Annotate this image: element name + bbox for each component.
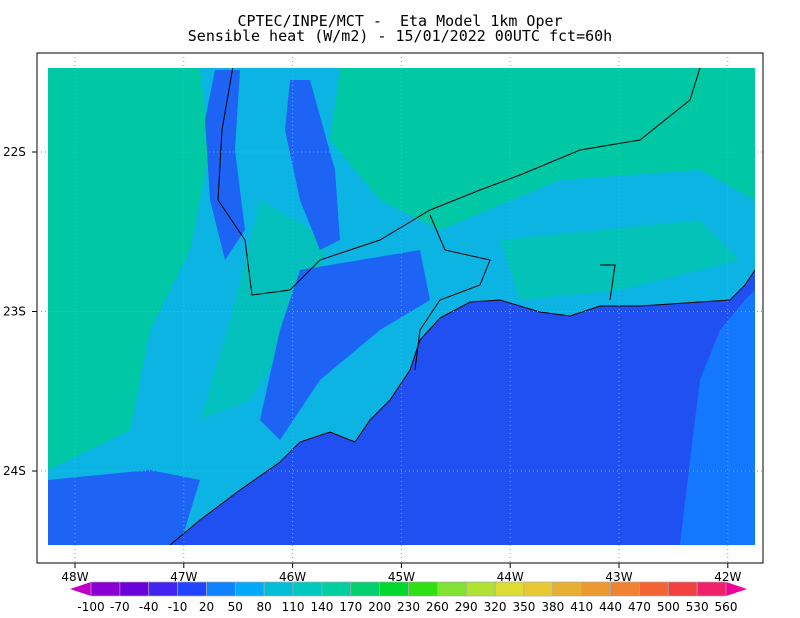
coastline bbox=[169, 269, 755, 545]
colorbar-label: 530 bbox=[686, 600, 709, 614]
colorbar-label: 110 bbox=[282, 600, 305, 614]
colorbar-label: 230 bbox=[397, 600, 420, 614]
colorbar-swatch bbox=[408, 581, 438, 597]
y-tick-label: 23S bbox=[3, 305, 26, 319]
gridlines bbox=[37, 53, 763, 563]
colorbar-label: -70 bbox=[110, 600, 130, 614]
colorbar-label: 20 bbox=[199, 600, 214, 614]
colorbar-label: 410 bbox=[570, 600, 593, 614]
colorbar-swatch bbox=[437, 581, 467, 597]
colorbar-swatch bbox=[610, 581, 640, 597]
x-tick-label: 46W bbox=[279, 570, 306, 584]
colorbar-swatch bbox=[119, 581, 150, 597]
colorbar-swatch bbox=[494, 581, 525, 597]
ocean-field bbox=[170, 270, 755, 545]
x-tick-label: 47W bbox=[170, 570, 197, 584]
colorbar-swatch bbox=[379, 581, 409, 597]
low-flux-valleys bbox=[48, 70, 430, 545]
colorbar-label: 170 bbox=[339, 600, 362, 614]
colorbar-label: 260 bbox=[426, 600, 449, 614]
colorbar-swatch bbox=[523, 581, 554, 597]
colorbar-label: 140 bbox=[310, 600, 333, 614]
offshore-field bbox=[680, 290, 755, 545]
colorbar-label: 290 bbox=[455, 600, 478, 614]
x-tick-label: 43W bbox=[605, 570, 632, 584]
colorbar-swatch bbox=[263, 581, 294, 597]
colorbar-label: 500 bbox=[657, 600, 680, 614]
colorbar-swatch bbox=[177, 581, 207, 597]
x-tick-label: 45W bbox=[388, 570, 415, 584]
colorbar-label: 320 bbox=[484, 600, 507, 614]
colorbar-label: 380 bbox=[541, 600, 564, 614]
y-axis: 22S 23S 24S bbox=[3, 145, 37, 478]
colorbar-label: -100 bbox=[77, 600, 104, 614]
colorbar-swatch bbox=[639, 581, 669, 597]
map-frame bbox=[36, 52, 764, 564]
colorbar-swatch bbox=[667, 581, 698, 597]
colorbar-label: 80 bbox=[257, 600, 272, 614]
x-tick-label: 42W bbox=[714, 570, 741, 584]
colorbar-swatch bbox=[234, 581, 265, 597]
colorbar-label: 200 bbox=[368, 600, 391, 614]
state-borders bbox=[217, 68, 701, 371]
x-axis: 48W 47W 46W 45W 44W 43W 42W bbox=[61, 563, 741, 584]
x-tick-label: 48W bbox=[61, 570, 88, 584]
colorbar-label: -40 bbox=[139, 600, 159, 614]
colorbar-swatch bbox=[292, 581, 323, 597]
colorbar-swatch bbox=[581, 581, 611, 597]
colorbar-swatch bbox=[148, 581, 178, 597]
title-line-1: CPTEC/INPE/MCT - Eta Model 1km Oper bbox=[237, 12, 563, 30]
colorbar-label: 470 bbox=[628, 600, 651, 614]
colorbar-swatch bbox=[321, 581, 352, 597]
colorbar-label: 350 bbox=[513, 600, 536, 614]
field bbox=[48, 68, 755, 545]
y-tick-label: 22S bbox=[3, 145, 26, 159]
colorbar-swatch bbox=[696, 581, 727, 597]
colorbar-swatch bbox=[465, 581, 496, 597]
y-tick-label: 24S bbox=[3, 464, 26, 478]
colorbar-label: 440 bbox=[599, 600, 622, 614]
colorbar: -100 -70 -40 -10 20 50 80 110 140 170 200 230 260 290… bbox=[70, 581, 747, 614]
colorbar-label: -10 bbox=[168, 600, 188, 614]
colorbar-over-triangle bbox=[726, 582, 747, 596]
colorbar-swatch bbox=[90, 581, 121, 597]
colorbar-label: 50 bbox=[228, 600, 243, 614]
title-line-2: Sensible heat (W/m2) - 15/01/2022 00UTC … bbox=[187, 27, 613, 45]
colorbar-label: 560 bbox=[715, 600, 738, 614]
colorbar-under-triangle bbox=[70, 582, 91, 596]
colorbar-swatch bbox=[350, 581, 380, 597]
colorbar-swatch bbox=[552, 581, 583, 597]
x-tick-label: 44W bbox=[497, 570, 524, 584]
green-areas bbox=[48, 68, 755, 470]
colorbar-swatch bbox=[206, 581, 236, 597]
